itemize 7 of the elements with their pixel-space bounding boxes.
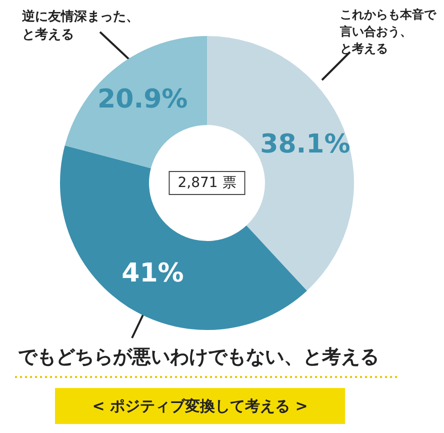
text: 2,871 票 bbox=[178, 175, 236, 191]
slice-label: 逆に友情深まった、と考える bbox=[21, 8, 139, 42]
slice-label: でもどちらが悪いわけでもない、と考える bbox=[18, 346, 379, 368]
data-label: 38.1% bbox=[260, 129, 350, 160]
button[interactable]: < ポジティブ変換して考える > bbox=[55, 388, 345, 424]
data-label: 20.9% bbox=[98, 84, 188, 114]
data-label: 41% bbox=[122, 258, 184, 288]
